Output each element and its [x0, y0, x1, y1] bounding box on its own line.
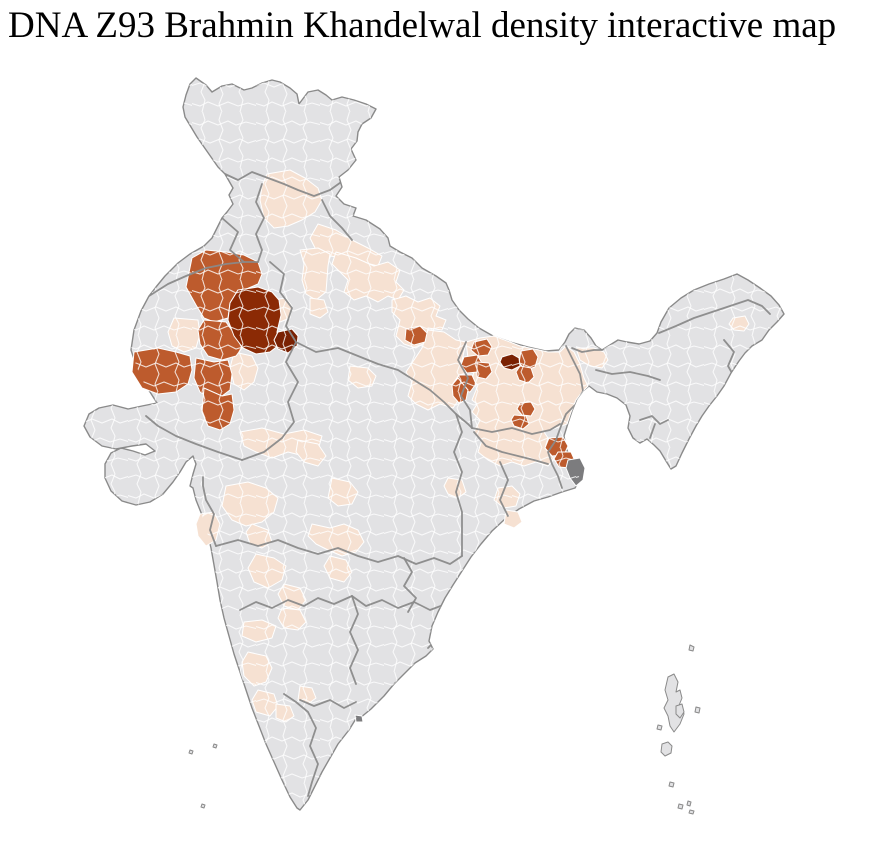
nicobar-island-5[interactable] — [688, 809, 695, 815]
andaman-islet-3[interactable] — [694, 706, 701, 714]
andaman-islet-2[interactable] — [675, 703, 685, 719]
lakshadweep-islet-1[interactable] — [212, 743, 218, 749]
map-title: DNA Z93 Brahmin Khandelwal density inter… — [8, 5, 837, 46]
andaman-islet-1[interactable] — [688, 644, 695, 652]
andaman-main-island[interactable] — [663, 673, 685, 733]
nicobar-island-1[interactable] — [660, 741, 673, 757]
andaman-nicobar-islands[interactable] — [656, 644, 701, 815]
district-mesh — [84, 78, 784, 810]
nicobar-island-3[interactable] — [677, 803, 684, 810]
lakshadweep-islands[interactable] — [188, 743, 218, 809]
lakshadweep-islet-2[interactable] — [188, 749, 194, 755]
nicobar-island-2[interactable] — [668, 781, 675, 788]
lakshadweep-islet-3[interactable] — [200, 803, 206, 809]
state-borders — [145, 169, 771, 797]
nicobar-island-4[interactable] — [686, 800, 692, 807]
andaman-islet-4[interactable] — [656, 724, 663, 731]
